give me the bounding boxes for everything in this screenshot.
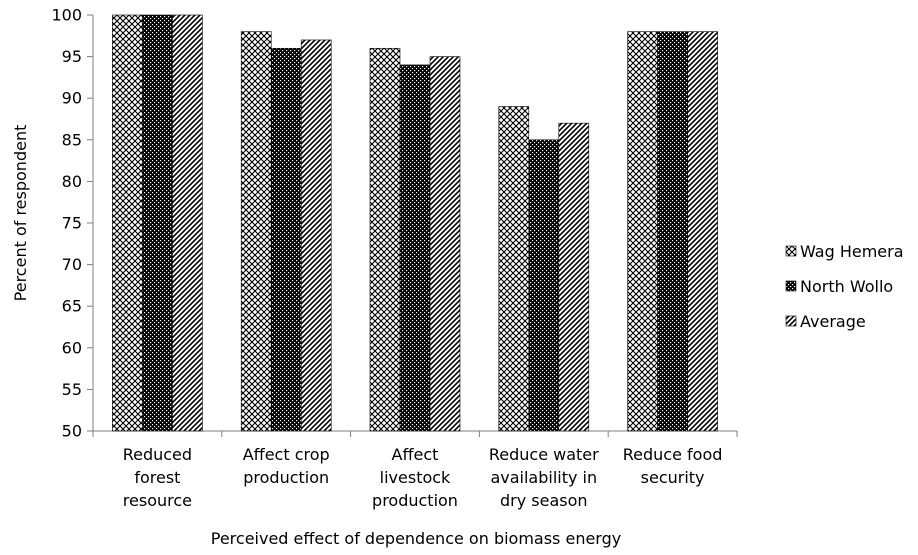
legend: Wag Hemera North Wollo Average: [785, 242, 904, 331]
legend-label: Average: [800, 312, 866, 331]
legend-label: Wag Hemera: [800, 242, 904, 261]
bar-north-wollo: [657, 31, 688, 432]
bar-wag-hemera: [112, 14, 143, 432]
bar-average: [429, 56, 461, 432]
y-axis-title: Percent of respondent: [11, 125, 30, 302]
bar-north-wollo: [142, 14, 173, 432]
category-label: Affect crop production: [243, 445, 330, 487]
y-tick-label: 60: [62, 338, 82, 357]
bar-north-wollo: [270, 47, 302, 432]
y-tick-label: 100: [51, 6, 82, 25]
category-label: Affect livestock production: [372, 445, 458, 510]
y-tick-label: 65: [62, 297, 82, 316]
x-axis: Reduced forest resource Affect crop producti…: [92, 430, 738, 510]
bar-wag-hemera: [369, 47, 401, 432]
y-tick-label: 95: [62, 47, 82, 66]
y-tick-label: 75: [62, 214, 82, 233]
legend-swatch: [785, 315, 797, 327]
bar-average: [558, 122, 590, 432]
y-tick-label: 80: [62, 172, 82, 191]
legend-swatch: [785, 245, 797, 257]
legend-swatch: [785, 280, 797, 292]
bar-wag-hemera: [627, 31, 658, 432]
y-axis: 50 55 60 65 70 75 80 85 90 95 100: [51, 6, 94, 441]
bar-wag-hemera: [240, 31, 272, 432]
category-label: Reduce water availability in dry season: [489, 445, 599, 510]
bar-average: [300, 39, 332, 432]
y-tick-label: 55: [62, 380, 82, 399]
category-label: Reduced forest resource: [123, 445, 192, 510]
bars-group: [112, 14, 718, 432]
y-tick-label: 50: [62, 422, 82, 441]
legend-label: North Wollo: [800, 277, 893, 296]
bar-north-wollo: [399, 64, 431, 432]
y-tick-label: 90: [62, 89, 82, 108]
category-label: Reduce food security: [623, 445, 723, 487]
bar-wag-hemera: [498, 106, 530, 432]
bar-average: [172, 14, 203, 432]
y-tick-label: 85: [62, 130, 82, 149]
x-axis-title: Perceived effect of dependence on biomas…: [211, 529, 621, 548]
bar-average: [687, 31, 718, 432]
y-tick-label: 70: [62, 255, 82, 274]
bar-north-wollo: [528, 139, 560, 432]
